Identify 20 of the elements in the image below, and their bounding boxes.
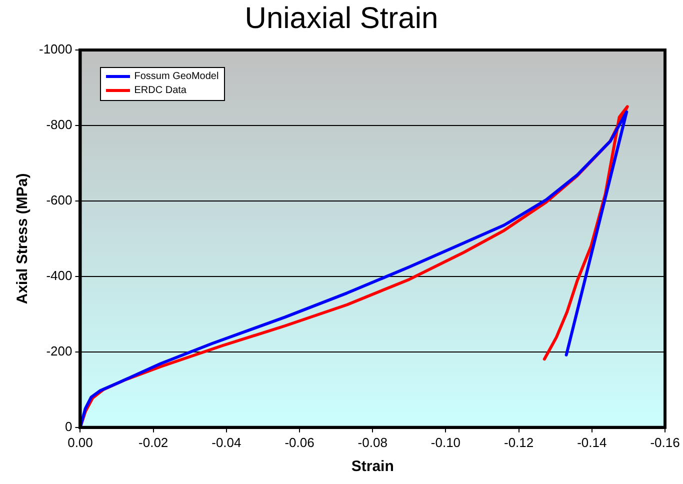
legend-label: Fossum GeoModel xyxy=(134,71,219,82)
y-tick-label: 0 xyxy=(65,418,72,434)
x-tick-label: -0.10 xyxy=(430,434,461,450)
x-tick-label: -0.14 xyxy=(577,434,607,450)
y-tick-label: -800 xyxy=(46,117,72,132)
y-axis-title: Axial Stress (MPa) xyxy=(14,173,32,304)
x-tick-label: -0.12 xyxy=(504,434,534,450)
legend-label: ERDC Data xyxy=(134,85,186,96)
x-tick-label: -0.04 xyxy=(212,434,242,450)
y-tick-label: -400 xyxy=(46,268,72,284)
chart-title: Uniaxial Strain xyxy=(244,2,440,36)
x-tick-label: 0.00 xyxy=(68,434,93,450)
y-tick-label: -200 xyxy=(46,344,72,358)
x-tick-label: -0.06 xyxy=(284,434,314,450)
y-tick-label: -600 xyxy=(46,192,72,208)
y-tick-label: -1000 xyxy=(39,42,72,57)
x-tick-label: -0.16 xyxy=(650,434,680,450)
x-tick-label: -0.02 xyxy=(138,434,168,450)
x-axis-title: Strain xyxy=(351,458,394,476)
x-tick-label: -0.08 xyxy=(358,434,388,450)
